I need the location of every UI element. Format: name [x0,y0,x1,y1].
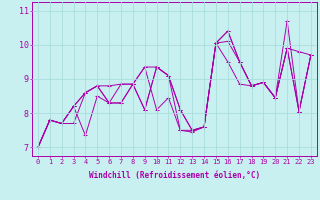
X-axis label: Windchill (Refroidissement éolien,°C): Windchill (Refroidissement éolien,°C) [89,171,260,180]
